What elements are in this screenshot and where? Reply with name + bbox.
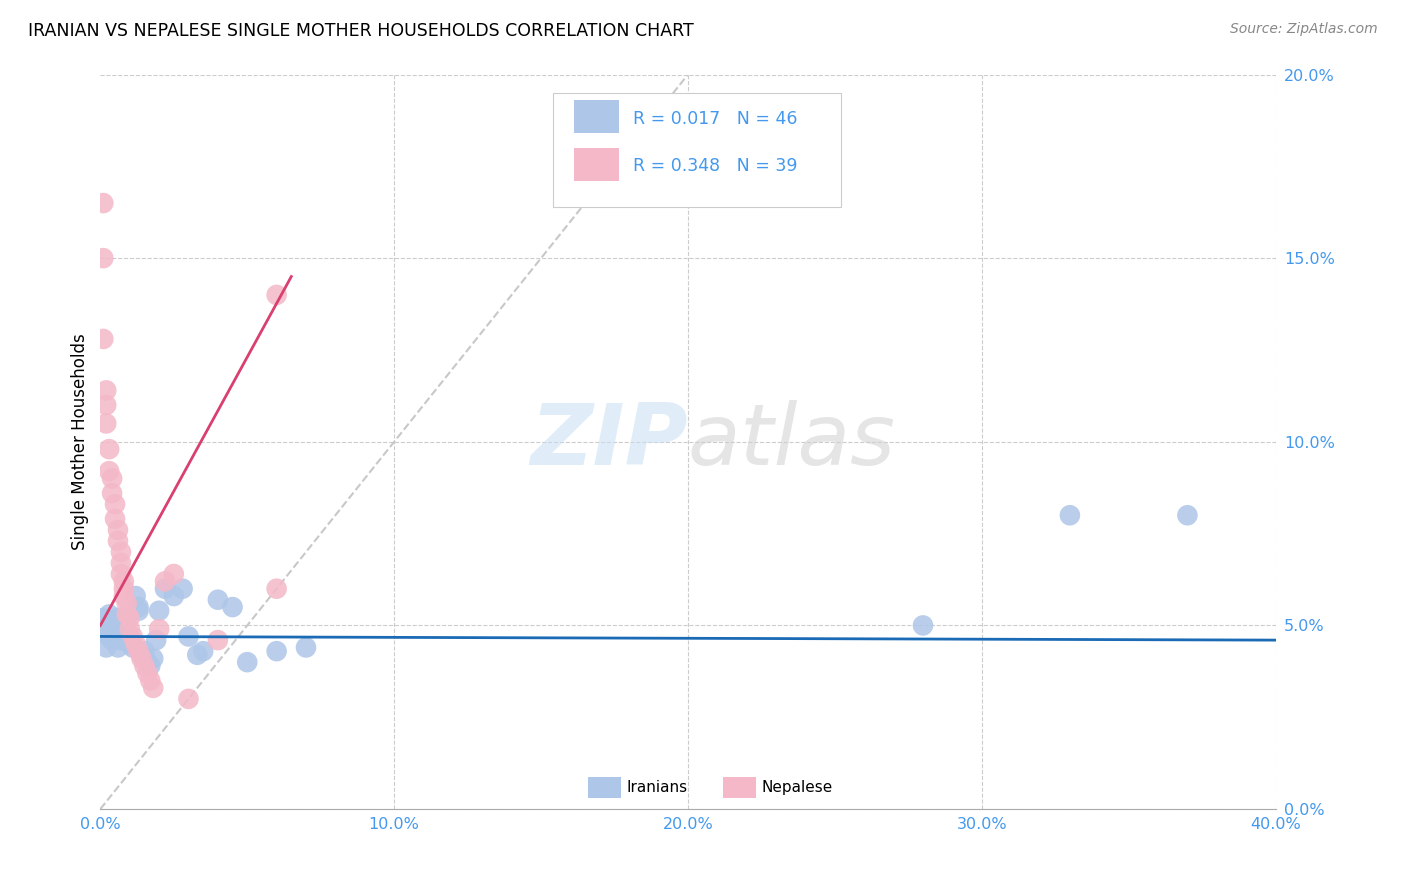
Point (131, 648, 153, 662)
Point (121, 630, 143, 644)
Point (134, 658, 156, 673)
FancyBboxPatch shape (574, 100, 619, 133)
Point (1177, 508, 1199, 523)
Point (139, 673, 162, 688)
Point (193, 644, 215, 658)
Point (110, 633, 132, 648)
Text: Iranians: Iranians (627, 780, 688, 796)
Point (163, 589, 186, 603)
Point (110, 556, 132, 570)
Point (266, 644, 288, 658)
Point (104, 615, 127, 629)
Point (115, 607, 138, 622)
Text: R = 0.017   N = 46: R = 0.017 N = 46 (633, 111, 797, 128)
Point (139, 658, 162, 673)
FancyBboxPatch shape (588, 778, 621, 798)
Point (911, 618, 934, 632)
Point (107, 611, 129, 625)
Point (98, 464, 121, 478)
Point (112, 622, 135, 636)
Point (128, 600, 150, 615)
Text: R = 0.348   N = 39: R = 0.348 N = 39 (633, 157, 797, 176)
Point (96, 398, 118, 412)
Point (134, 644, 156, 658)
Text: atlas: atlas (688, 401, 896, 483)
Point (101, 633, 124, 648)
Text: Source: ZipAtlas.com: Source: ZipAtlas.com (1230, 22, 1378, 37)
Point (1059, 508, 1081, 523)
Point (115, 611, 138, 625)
Point (118, 622, 141, 636)
Point (112, 574, 135, 589)
Point (101, 622, 124, 636)
Point (98, 442, 121, 457)
Point (110, 545, 132, 559)
Point (112, 630, 135, 644)
Text: IRANIAN VS NEPALESE SINGLE MOTHER HOUSEHOLDS CORRELATION CHART: IRANIAN VS NEPALESE SINGLE MOTHER HOUSEH… (28, 22, 695, 40)
Point (172, 582, 194, 596)
Point (96, 640, 118, 655)
Point (115, 596, 138, 610)
Point (142, 651, 165, 665)
FancyBboxPatch shape (723, 778, 756, 798)
Point (91, 196, 114, 211)
Point (101, 471, 124, 485)
Point (186, 648, 208, 662)
Point (98, 618, 121, 632)
Point (136, 655, 159, 669)
Point (145, 633, 167, 648)
Point (266, 288, 288, 302)
Point (221, 600, 243, 615)
Point (148, 622, 170, 636)
Point (104, 625, 127, 640)
Point (131, 651, 153, 665)
Point (98, 630, 121, 644)
Point (115, 625, 138, 640)
Point (96, 417, 118, 431)
Point (107, 533, 129, 548)
Point (118, 637, 141, 651)
Point (148, 604, 170, 618)
Point (107, 523, 129, 537)
Point (128, 604, 150, 618)
Point (91, 251, 114, 265)
Point (142, 681, 165, 695)
Point (118, 630, 141, 644)
Point (207, 592, 229, 607)
Point (104, 497, 127, 511)
FancyBboxPatch shape (574, 147, 619, 181)
Point (101, 486, 124, 500)
Point (153, 574, 176, 589)
Point (112, 589, 135, 603)
Point (96, 384, 118, 398)
Text: ZIP: ZIP (530, 401, 688, 483)
Point (124, 637, 146, 651)
Point (153, 582, 176, 596)
Point (128, 644, 150, 658)
Point (177, 692, 200, 706)
Point (110, 567, 132, 582)
Y-axis label: Single Mother Households: Single Mother Households (72, 334, 89, 550)
Point (177, 630, 200, 644)
Point (124, 589, 146, 603)
Point (118, 611, 141, 625)
Point (136, 666, 159, 681)
Point (236, 655, 259, 669)
Point (96, 618, 118, 632)
Point (104, 512, 127, 526)
Point (266, 582, 288, 596)
Point (107, 640, 129, 655)
Point (112, 582, 135, 596)
Point (91, 611, 114, 625)
Point (110, 618, 132, 632)
Point (91, 332, 114, 346)
Point (98, 607, 121, 622)
Point (207, 633, 229, 648)
Text: Nepalese: Nepalese (762, 780, 834, 796)
FancyBboxPatch shape (553, 93, 841, 207)
Point (121, 640, 143, 655)
Point (295, 640, 318, 655)
Point (91, 625, 114, 640)
Point (163, 567, 186, 582)
